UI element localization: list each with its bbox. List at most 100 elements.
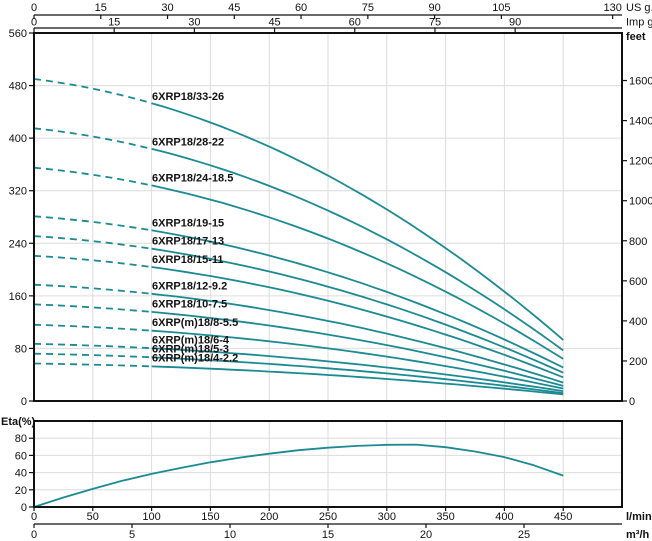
right-axis-tick-label: 200 [629, 356, 647, 368]
left-axis: 0 80 160 240 320 400 480 560 [9, 28, 34, 408]
us-gpm-tick-label: 45 [228, 2, 240, 14]
pump-curve [151, 365, 564, 396]
m3h-tick-label: 20 [420, 529, 432, 541]
right-axis-tick-label: 1400 [629, 116, 652, 128]
us-gpm-tick-label: 130 [603, 2, 621, 14]
curve-label: 6XRP18/10-7.5 [152, 298, 227, 310]
lmin-unit-label: l/min [626, 511, 652, 523]
pump-curve [151, 229, 564, 369]
imp-gpm-tick-label: 60 [349, 17, 361, 29]
us-gpm-tick-label: 0 [31, 2, 37, 14]
pump-curve-dashed [33, 166, 152, 187]
m3h-tick-label: 25 [518, 529, 530, 541]
left-axis-tick-label: 400 [9, 133, 27, 145]
lmin-tick-label: 0 [31, 511, 37, 523]
pump-curve-dashed [33, 215, 152, 232]
right-axis-tick-label: 0 [629, 396, 635, 408]
imp-gpm-tick-label: 30 [188, 17, 200, 29]
left-axis-tick-label: 160 [9, 291, 27, 303]
lmin-tick-label: 350 [436, 511, 454, 523]
pump-curve [151, 266, 564, 379]
pump-curve [151, 247, 564, 374]
lmin-axis: 0 50 100 150 200 250 300 350 400 450 l/min [31, 507, 652, 523]
left-axis-tick-label: 0 [21, 396, 27, 408]
imp-gpm-tick-label: 15 [108, 17, 120, 29]
head-curves [33, 78, 564, 396]
eta-curve [33, 443, 564, 508]
curve-label: 6XRP18/19-15 [152, 217, 224, 229]
curve-label: 6XRP(m)18/6-4 [152, 335, 230, 347]
left-axis-tick-label: 320 [9, 186, 27, 198]
pump-curve-dashed [33, 362, 152, 368]
pump-curve [151, 102, 564, 341]
right-axis-tick-label: 1600 [629, 76, 652, 88]
us-gpm-tick-label: 30 [161, 2, 173, 14]
left-axis-tick-label: 480 [9, 81, 27, 93]
left-axis-tick-label: 80 [15, 343, 27, 355]
pump-curve [151, 347, 564, 392]
pump-curve-dashed [33, 254, 152, 268]
right-axis-tick-label: 1000 [629, 196, 652, 208]
us-gpm-tick-label: 105 [492, 2, 510, 14]
m3h-tick-label: 15 [322, 529, 334, 541]
imp-gpm-unit-label: Imp g.p.m [626, 17, 652, 29]
head-plot-border [33, 32, 623, 402]
pump-curve-dashed [33, 303, 152, 313]
eta-curve-group [33, 443, 564, 508]
left-axis-tick-label: 240 [9, 238, 27, 250]
imp-gpm-axis: 0 15 30 45 60 75 90 Imp g.p.m [31, 17, 652, 32]
us-gpm-tick-label: 90 [428, 2, 440, 14]
right-axis-tick-label: 1200 [629, 156, 652, 168]
pump-curve [151, 184, 564, 360]
curve-label: 6XRP18/12-9.2 [152, 280, 227, 292]
imp-gpm-tick-label: 0 [31, 17, 37, 29]
m3h-tick-label: 0 [31, 529, 37, 541]
pump-curve [151, 329, 564, 390]
eta-axis-label: Eta(%) [1, 416, 36, 428]
curve-label: 6XRP(m)18/4-2.2 [152, 353, 238, 365]
right-axis-tick-label: 600 [629, 276, 647, 288]
us-gpm-tick-label: 75 [362, 2, 374, 14]
imp-gpm-tick-label: 75 [429, 17, 441, 29]
eta-axis: Eta(%) 0 20 40 60 80 [1, 416, 36, 514]
curve-label: 6XRP18/17-13 [152, 236, 224, 248]
curve-label: 6XRP(m)18/8-5.5 [152, 317, 238, 329]
m3h-tick-label: 5 [129, 529, 135, 541]
right-axis-unit-label: feet [626, 31, 646, 43]
pump-curve-dashed [33, 78, 152, 105]
curve-label: 6XRP18/24-18.5 [152, 173, 233, 185]
eta-axis-tick-label: 0 [21, 502, 27, 514]
lmin-tick-label: 150 [201, 511, 219, 523]
m3h-unit-label: m³/h [626, 529, 650, 541]
us-gpm-tick-label: 15 [95, 2, 107, 14]
m3h-tick-label: 10 [224, 529, 236, 541]
curve-label: 6XRP18/15-11 [152, 254, 224, 266]
pump-curve [151, 292, 564, 384]
gridlines [34, 33, 622, 507]
lmin-tick-label: 250 [319, 511, 337, 523]
pump-curve-dashed [33, 342, 152, 350]
eta-axis-tick-label: 40 [15, 468, 27, 480]
pump-curve [151, 148, 564, 352]
us-gpm-tick-label: 60 [295, 2, 307, 14]
us-gpm-axis: 0 15 30 45 60 75 90 105 130 US g.p.m [31, 2, 652, 19]
right-axis-tick-label: 400 [629, 316, 647, 328]
curve-labels: 6XRP18/33-26 6XRP18/28-22 6XRP18/24-18.5 6X… [152, 91, 238, 365]
curve-label: 6XRP18/28-22 [152, 136, 224, 148]
right-axis-feet: 0 200 400 600 800 1000 1200 1400 1600 feet [622, 31, 652, 408]
lmin-tick-label: 400 [495, 511, 513, 523]
pump-curve-dashed [33, 235, 152, 250]
lmin-tick-label: 200 [260, 511, 278, 523]
left-axis-tick-label: 560 [9, 28, 27, 40]
eta-axis-tick-label: 80 [15, 433, 27, 445]
lmin-tick-label: 50 [87, 511, 99, 523]
curve-label: 6XRP18/33-26 [152, 91, 224, 103]
imp-gpm-tick-label: 90 [509, 17, 521, 29]
pump-curve-dashed [33, 127, 152, 150]
eta-axis-tick-label: 60 [15, 450, 27, 462]
pump-curve [151, 311, 564, 387]
us-gpm-unit-label: US g.p.m [626, 2, 652, 14]
curve-label: 6XRP(m)18/5-3 [152, 344, 229, 356]
